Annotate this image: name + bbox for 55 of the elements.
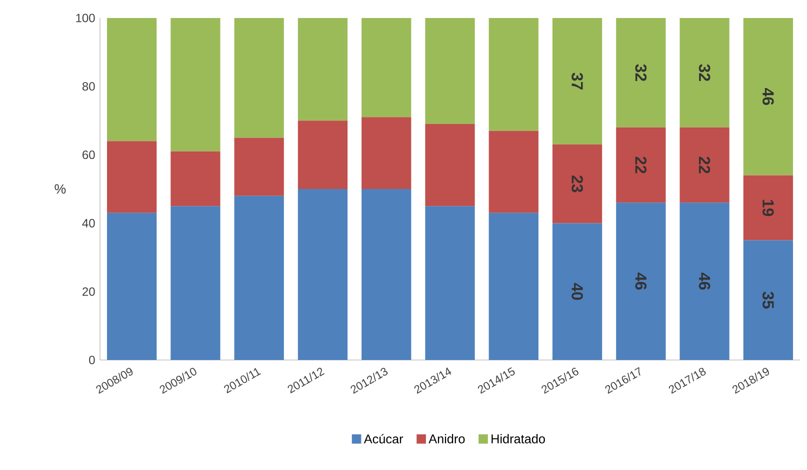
data-label: 46 [635,272,647,290]
y-tick-label: 20 [82,287,95,296]
bar [488,18,538,131]
data-label: 37 [572,72,583,90]
bar [425,18,475,124]
data-label: 40 [572,282,583,300]
bar [552,144,602,224]
bar [488,212,538,360]
data-label: 46 [698,272,710,290]
bar [362,18,412,118]
bar [680,18,730,128]
bar [552,223,602,360]
bar [552,18,602,145]
data-label: 22 [698,156,710,174]
legend-label: Acúcar [364,434,404,444]
y-tick-label: 0 [89,356,95,364]
legend-label: Anidro [428,434,465,444]
bar [362,188,412,360]
data-label: 22 [635,156,646,174]
bar [680,202,730,360]
bar [616,202,666,360]
bar [743,18,793,176]
bar [616,18,666,128]
bar [107,18,157,142]
bar [298,18,348,121]
data-label: 23 [572,176,583,192]
data-label: 32 [635,64,647,81]
y-tick-label: 100 [76,14,95,22]
bar [743,175,793,240]
bar [170,151,220,206]
y-tick-label: 80 [82,82,95,91]
bar [425,206,475,360]
y-tick-label: 60 [82,150,95,160]
bar [680,127,730,203]
bar [234,196,284,360]
bar [298,188,348,360]
bar [107,141,157,213]
y-axis-title: % [54,184,66,194]
y-tick-label: 40 [82,218,95,228]
data-label: 35 [762,292,774,309]
bar [234,138,284,196]
bar [298,120,348,189]
bar [170,206,220,360]
bar [362,117,412,189]
data-label: 32 [698,64,710,81]
bar [488,130,538,213]
data-label: 46 [762,88,774,105]
data-label: 19 [762,200,774,216]
bar [170,18,220,152]
bar [616,127,666,203]
bar [425,124,475,206]
bar [743,240,793,360]
bar [234,18,284,138]
legend-label: Hidratado [492,434,545,444]
bar [107,212,157,360]
